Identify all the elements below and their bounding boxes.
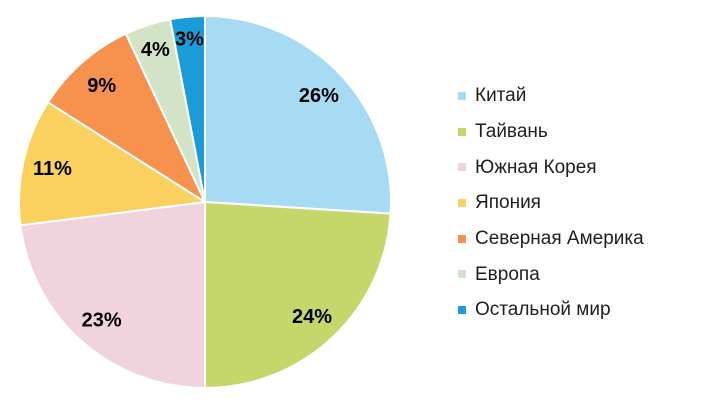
slice-percent-label: 9% [87,75,116,97]
legend-item-6: Европа [458,256,644,292]
pie-chart: 26% 24% 23% 11% 9% 4% 3% [18,14,392,389]
legend-marker-icon [458,270,466,279]
legend-label: Тайвань [475,121,548,143]
slice-percent-label: 4% [141,39,170,61]
slice-percent-label: 26% [299,85,339,107]
pie-slice-5 [46,32,206,203]
legend-item-2: Тайвань [458,114,644,150]
legend-marker-icon [458,163,466,172]
legend-item-3: Южная Корея [458,149,644,185]
legend-label: Китай [475,85,527,107]
legend-item-5: Северная Америка [458,221,644,257]
legend-marker-icon [458,91,466,100]
legend-item-7: Остальной мир [458,292,644,328]
pie-slice-3 [19,201,206,389]
legend-label: Южная Корея [475,156,597,178]
pie-slice-1 [204,15,392,215]
slice-percent-label: 24% [292,306,332,328]
slice-percent-label: 3% [175,28,204,50]
legend-marker-icon [458,198,466,207]
legend-label: Северная Америка [475,228,644,250]
slice-percent-label: 11% [33,158,72,180]
legend-item-4: Япония [458,185,644,221]
legend-marker-icon [458,127,466,136]
legend-label: Япония [475,192,541,214]
pie-slice-7 [169,14,206,203]
pie-slice-2 [204,201,392,389]
legend-marker-icon [458,305,466,314]
legend-marker-icon [458,234,466,243]
legend-item-1: Китай [458,78,644,114]
legend-label: Европа [475,263,540,285]
legend-label: Остальной мир [475,299,611,321]
slice-percent-label: 23% [82,309,122,331]
pie-slice-4 [18,101,206,227]
chart-legend: Китай Тайвань Южная Корея Япония Северная Ам… [458,78,644,328]
